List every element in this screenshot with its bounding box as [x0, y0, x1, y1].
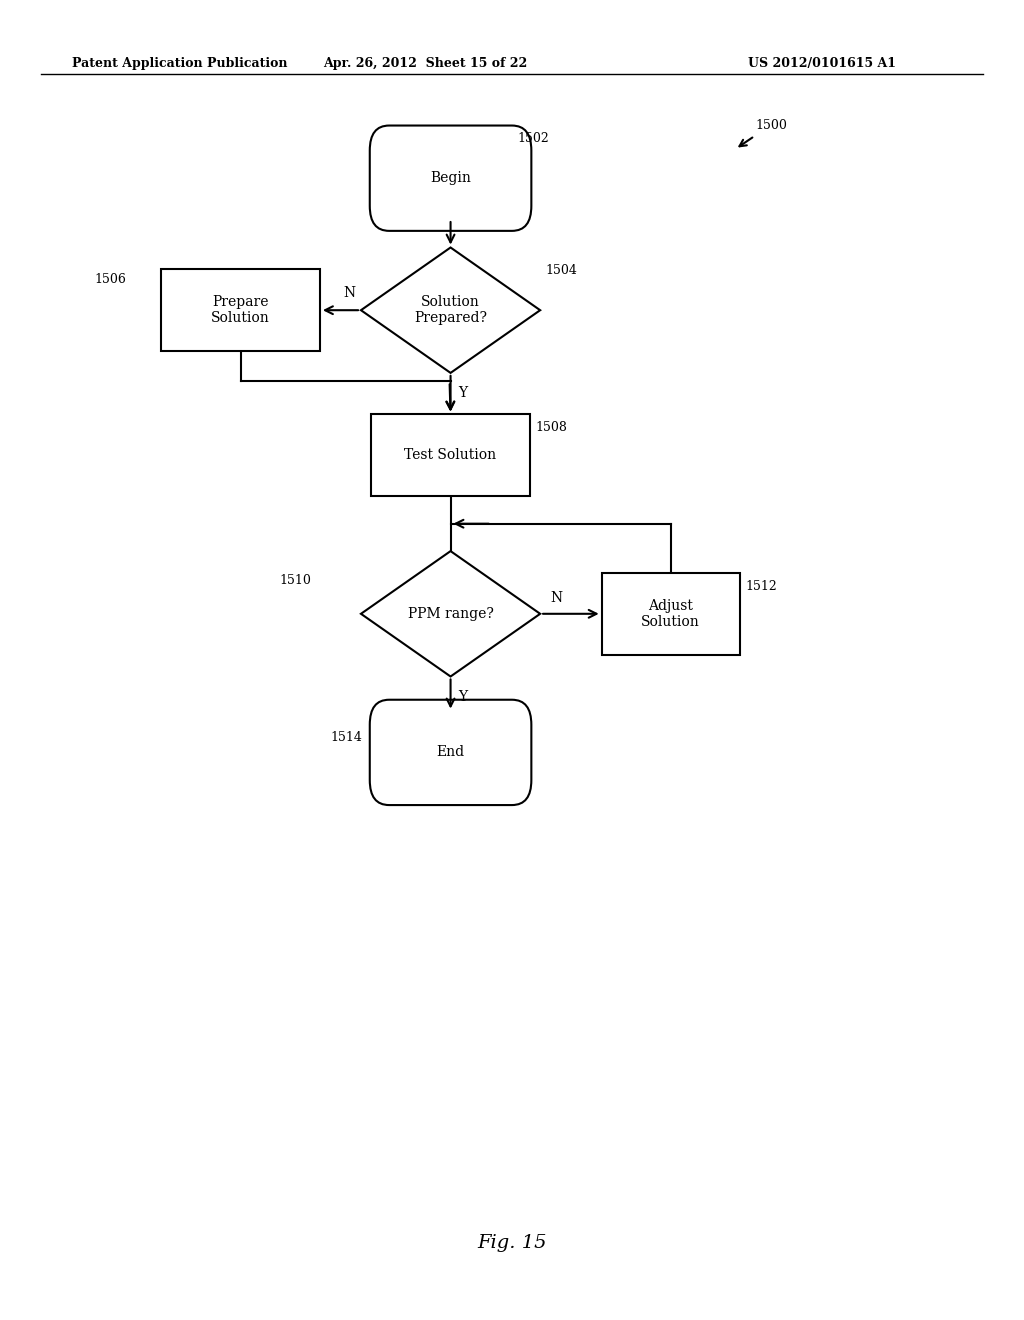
Bar	[161, 269, 319, 351]
Text: 1504: 1504	[545, 264, 578, 277]
Text: Adjust
Solution: Adjust Solution	[641, 599, 700, 628]
FancyBboxPatch shape	[370, 125, 531, 231]
Text: 1512: 1512	[745, 579, 777, 593]
Text: End: End	[436, 746, 465, 759]
Text: Y: Y	[458, 689, 467, 704]
Text: 1500: 1500	[756, 119, 787, 132]
Text: N: N	[551, 590, 562, 605]
Text: Test Solution: Test Solution	[404, 449, 497, 462]
Text: 1502: 1502	[517, 132, 549, 145]
Text: Apr. 26, 2012  Sheet 15 of 22: Apr. 26, 2012 Sheet 15 of 22	[323, 57, 527, 70]
Text: Y: Y	[458, 385, 467, 400]
Text: Prepare
Solution: Prepare Solution	[211, 296, 270, 325]
Text: Solution
Prepared?: Solution Prepared?	[414, 296, 487, 325]
Text: Begin: Begin	[430, 172, 471, 185]
Polygon shape	[361, 552, 541, 676]
Text: 1508: 1508	[535, 421, 567, 434]
Bar	[371, 414, 530, 496]
Text: 1514: 1514	[330, 731, 362, 744]
Text: US 2012/0101615 A1: US 2012/0101615 A1	[748, 57, 896, 70]
Text: Patent Application Publication: Patent Application Publication	[72, 57, 287, 70]
Text: PPM range?: PPM range?	[408, 607, 494, 620]
FancyBboxPatch shape	[370, 700, 531, 805]
Text: N: N	[344, 285, 356, 300]
Polygon shape	[361, 248, 541, 372]
Text: Fig. 15: Fig. 15	[477, 1234, 547, 1253]
Text: 1510: 1510	[279, 574, 311, 587]
Text: 1506: 1506	[94, 273, 127, 286]
Bar	[602, 573, 739, 655]
